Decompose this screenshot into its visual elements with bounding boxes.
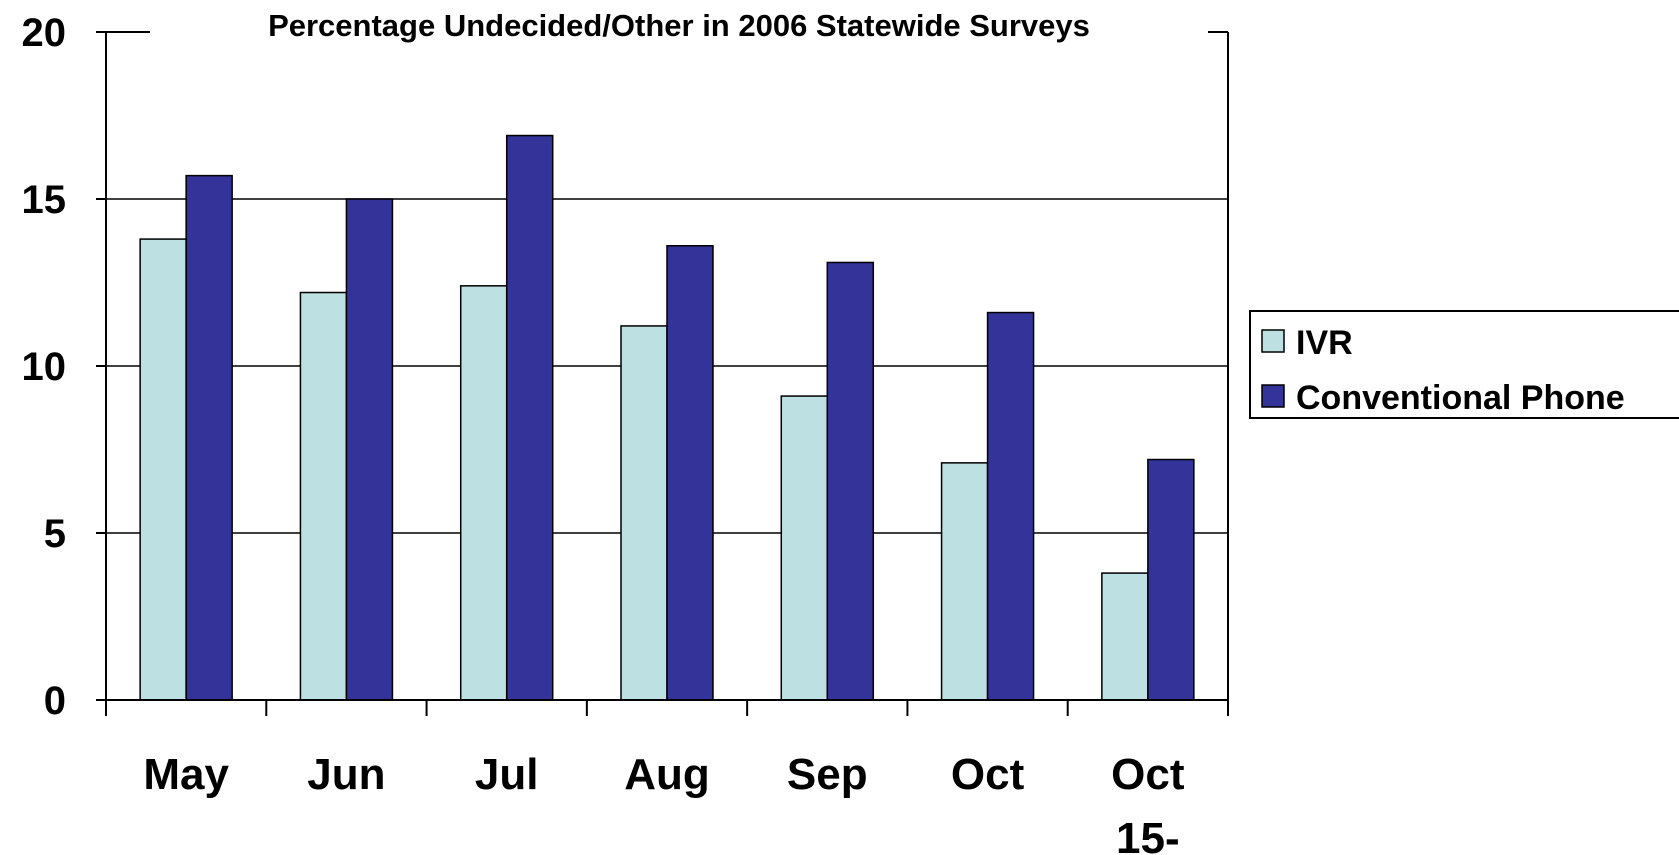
legend-label-ivr: IVR <box>1296 324 1353 362</box>
x-tick-label: May <box>143 750 229 799</box>
legend: IVR Conventional Phone <box>1249 310 1679 419</box>
y-tick-labels: 0 5 10 15 20 <box>22 11 106 723</box>
y-tick-label: 20 <box>22 11 67 55</box>
bar-ivr <box>299 291 348 701</box>
bar-ivr <box>780 395 829 701</box>
x-tick-labels: May Jun Jul Aug Sep Oct Oct 15- <box>105 700 1229 855</box>
x-tick-label: Jul <box>475 750 539 799</box>
x-tick-label: Oct <box>1111 750 1185 799</box>
bar-conventional-phone <box>666 245 714 701</box>
bar-ivr <box>940 462 989 701</box>
bar-conventional-phone <box>826 261 875 701</box>
legend-box <box>1249 310 1679 419</box>
bar-ivr <box>1101 572 1149 701</box>
bar-ivr <box>459 285 508 701</box>
y-tick-label: 5 <box>44 512 66 556</box>
bars <box>139 134 1195 701</box>
x-tick-label: Jun <box>307 750 385 799</box>
x-tick-label: 15- <box>1116 814 1180 855</box>
bar-conventional-phone <box>505 134 554 701</box>
bar-conventional-phone <box>1147 458 1195 701</box>
x-tick-label: Oct <box>951 750 1025 799</box>
y-tick-label: 10 <box>22 345 67 389</box>
bar-conventional-phone <box>185 174 233 701</box>
bar-conventional-phone <box>986 311 1035 701</box>
x-tick-label: Aug <box>624 750 710 799</box>
chart-title: Percentage Undecided/Other in 2006 State… <box>268 8 1090 43</box>
legend-swatch-conventional-phone <box>1261 384 1285 408</box>
legend-swatch-ivr <box>1261 329 1285 353</box>
y-tick-label: 15 <box>22 178 67 222</box>
legend-label-conventional-phone: Conventional Phone <box>1296 379 1625 417</box>
bar-ivr <box>620 325 668 701</box>
y-tick-label: 0 <box>44 679 66 723</box>
bar-ivr <box>139 238 187 701</box>
bar-conventional-phone <box>345 198 394 701</box>
x-tick-label: Sep <box>787 750 868 799</box>
